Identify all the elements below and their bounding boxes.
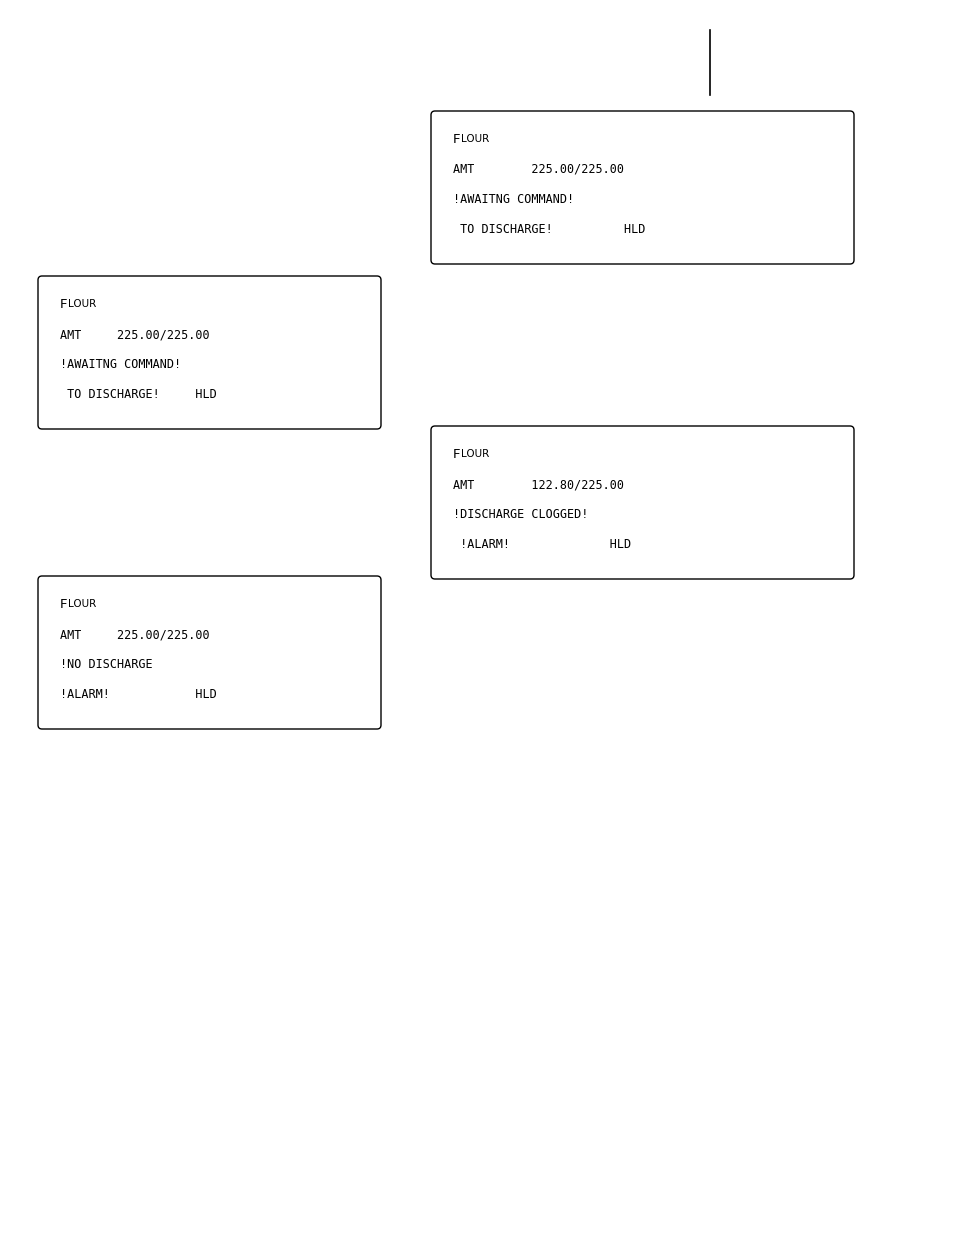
Text: !AWAITNG COMMAND!: !AWAITNG COMMAND! [453, 193, 574, 206]
Text: TO DISCHARGE!          HLD: TO DISCHARGE! HLD [453, 224, 644, 236]
Text: AMT        122.80/225.00: AMT 122.80/225.00 [453, 478, 623, 492]
Text: !AWAITNG COMMAND!: !AWAITNG COMMAND! [60, 358, 181, 370]
Text: !NO DISCHARGE: !NO DISCHARGE [60, 658, 152, 671]
Text: F: F [60, 598, 68, 611]
FancyBboxPatch shape [431, 426, 853, 579]
Text: AMT        225.00/225.00: AMT 225.00/225.00 [453, 163, 623, 177]
Text: F: F [453, 133, 460, 146]
Text: F: F [60, 298, 68, 311]
Text: LOUR: LOUR [68, 299, 96, 309]
Text: F: F [453, 448, 460, 461]
Text: !ALARM!            HLD: !ALARM! HLD [60, 688, 216, 701]
FancyBboxPatch shape [431, 111, 853, 264]
Text: AMT     225.00/225.00: AMT 225.00/225.00 [60, 329, 210, 341]
Text: AMT     225.00/225.00: AMT 225.00/225.00 [60, 629, 210, 641]
Text: LOUR: LOUR [460, 450, 489, 459]
Text: TO DISCHARGE!     HLD: TO DISCHARGE! HLD [60, 388, 216, 401]
FancyBboxPatch shape [38, 275, 380, 429]
Text: LOUR: LOUR [68, 599, 96, 609]
Text: !ALARM!              HLD: !ALARM! HLD [453, 538, 631, 551]
Text: !DISCHARGE CLOGGED!: !DISCHARGE CLOGGED! [453, 508, 588, 521]
FancyBboxPatch shape [38, 576, 380, 729]
Text: LOUR: LOUR [460, 135, 489, 144]
